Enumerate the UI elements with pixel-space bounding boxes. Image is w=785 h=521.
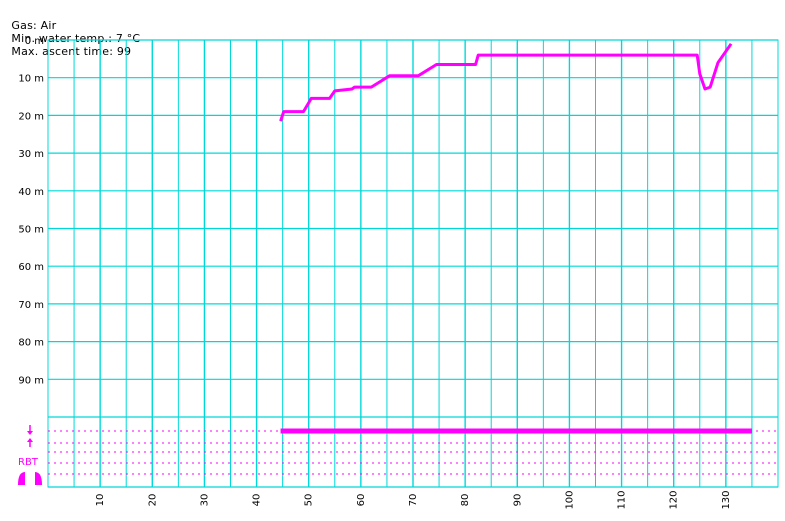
x-tick-label: 120 — [669, 490, 680, 509]
y-tick-label: 10 m — [18, 74, 44, 85]
gas-label: Gas: Air — [11, 19, 57, 32]
chart-grid — [47, 39, 779, 488]
x-tick-label: 70 — [408, 494, 419, 507]
status-lane-lines — [48, 430, 778, 475]
x-tick-label: 110 — [617, 490, 628, 509]
x-axis-tick-labels: 10 20 30 40 50 60 70 80 90 100 110 120 130 — [95, 490, 732, 509]
y-tick-label: 40 m — [18, 187, 44, 198]
x-tick-label: 20 — [147, 494, 158, 507]
x-tick-label: 90 — [512, 494, 523, 507]
y-tick-label: 60 m — [18, 262, 44, 273]
x-tick-label: 10 — [95, 494, 106, 507]
min-water-temp-label: Min. water temp.: 7 °C — [11, 32, 141, 45]
arrow-down-icon — [27, 425, 33, 435]
y-axis-tick-labels: 0 m 10 m 20 m 30 m 40 m 50 m 60 m 70 m 80 m 90 m — [18, 36, 44, 386]
x-tick-label: 100 — [564, 490, 575, 509]
y-tick-label: 80 m — [18, 338, 44, 349]
max-ascent-time-label: Max. ascent time: 99 — [11, 45, 132, 58]
y-tick-label: 90 m — [18, 375, 44, 386]
lungs-icon — [18, 472, 42, 485]
arrow-up-icon — [27, 438, 33, 447]
y-tick-label: 20 m — [18, 111, 44, 122]
rbt-label: RBT — [18, 457, 39, 468]
dive-info-header: Gas: Air Min. water temp.: 7 °C Max. asc… — [4, 6, 164, 58]
x-tick-label: 30 — [199, 494, 210, 507]
y-tick-label: 70 m — [18, 300, 44, 311]
y-tick-label: 0 m — [25, 36, 44, 47]
x-tick-label: 40 — [252, 494, 263, 507]
depth-profile-line — [279, 42, 733, 122]
x-tick-label: 50 — [304, 494, 315, 507]
y-tick-label: 30 m — [18, 149, 44, 160]
y-tick-label: 50 m — [18, 225, 44, 236]
x-tick-label: 60 — [356, 494, 367, 507]
x-tick-label: 130 — [721, 490, 732, 509]
x-tick-label: 80 — [460, 494, 471, 507]
